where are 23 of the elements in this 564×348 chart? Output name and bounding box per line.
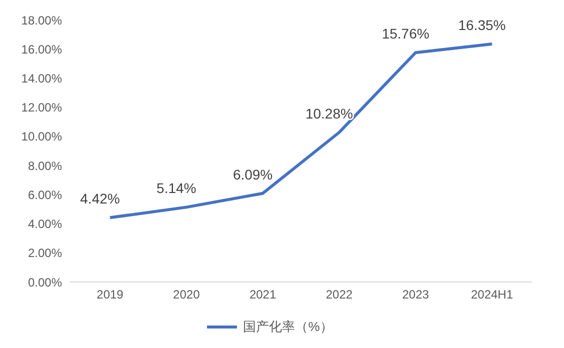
y-tick-label: 16.00% — [21, 42, 62, 56]
data-label: 4.42% — [80, 190, 120, 207]
y-tick-label: 0.00% — [28, 275, 62, 290]
y-tick-label: 2.00% — [28, 246, 62, 260]
data-label: 16.35% — [458, 17, 506, 34]
x-tick-label: 2022 — [326, 288, 353, 302]
x-tick-label: 2021 — [249, 288, 276, 302]
y-tick-label: 6.00% — [28, 188, 62, 202]
y-tick-label: 4.00% — [28, 217, 62, 232]
data-label: 15.76% — [382, 26, 430, 42]
legend-label: 国产化率（%） — [243, 318, 333, 336]
y-tick-label: 12.00% — [21, 100, 62, 115]
y-tick-label: 18.00% — [21, 13, 62, 28]
x-tick-label: 2024H1 — [470, 288, 514, 302]
y-tick-label: 8.00% — [28, 158, 62, 173]
x-tick-label: 2023 — [402, 288, 430, 302]
data-label: 6.09% — [232, 166, 273, 182]
data-label: 5.14% — [156, 180, 196, 196]
x-tick-label: 2019 — [96, 288, 124, 302]
x-tick-label: 2020 — [173, 288, 200, 302]
data-label: 10.28% — [305, 105, 353, 122]
y-tick-label: 14.00% — [21, 71, 62, 86]
y-tick-label: 10.00% — [21, 130, 62, 144]
